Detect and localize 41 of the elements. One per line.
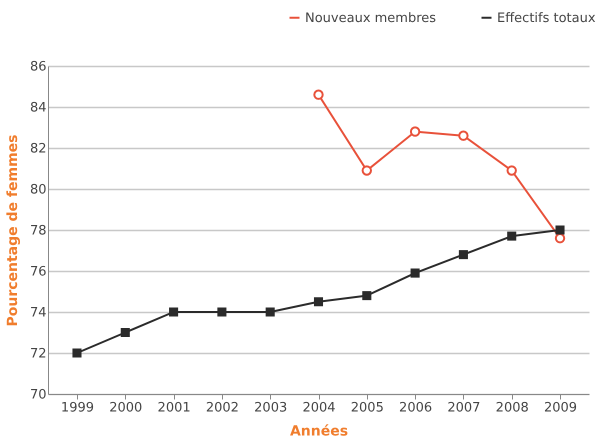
point bbox=[362, 291, 372, 300]
point bbox=[217, 307, 226, 317]
point bbox=[314, 297, 324, 306]
x-tick-label: 2008 bbox=[496, 400, 529, 416]
y-tick-label: 70 bbox=[30, 388, 46, 402]
y-tick-label: 74 bbox=[30, 306, 46, 320]
point bbox=[507, 232, 516, 241]
y-axis-title: Pourcentage de femmes bbox=[4, 134, 21, 327]
point bbox=[410, 126, 420, 137]
x-tick-label: 2003 bbox=[254, 400, 288, 416]
x-tick-label: 2002 bbox=[206, 400, 239, 416]
y-tick-label: 80 bbox=[30, 182, 46, 198]
point bbox=[169, 307, 178, 317]
legend-label: Effectifs totaux bbox=[497, 10, 596, 26]
point bbox=[554, 233, 566, 244]
y-tick-label: 72 bbox=[30, 346, 46, 362]
y-tick-label: 84 bbox=[30, 100, 46, 116]
y-tick-label: 82 bbox=[30, 142, 46, 156]
point bbox=[410, 268, 420, 278]
x-tick-label: 2007 bbox=[447, 400, 480, 416]
y-tick-label: 78 bbox=[30, 224, 46, 238]
y-tick-label: 76 bbox=[30, 264, 46, 280]
point bbox=[266, 307, 275, 317]
point bbox=[458, 130, 469, 141]
x-tick-label: 2009 bbox=[544, 400, 578, 416]
x-tick-label: 2005 bbox=[350, 400, 384, 416]
point bbox=[72, 348, 82, 358]
x-tick-label: 2006 bbox=[399, 400, 432, 416]
x-tick-label: 2004 bbox=[302, 400, 336, 416]
point bbox=[506, 165, 517, 176]
point bbox=[458, 250, 468, 260]
x-tick-label: 2000 bbox=[109, 400, 142, 416]
point bbox=[313, 90, 324, 100]
point bbox=[362, 165, 372, 176]
x-tick-label: 1999 bbox=[60, 400, 94, 416]
y-tick-label: 86 bbox=[30, 60, 46, 74]
point bbox=[555, 225, 565, 235]
x-tick-label: 2001 bbox=[158, 400, 191, 416]
x-axis-title: Années bbox=[290, 424, 348, 440]
point bbox=[120, 328, 130, 338]
legend-label: Nouveaux membres bbox=[305, 10, 436, 26]
